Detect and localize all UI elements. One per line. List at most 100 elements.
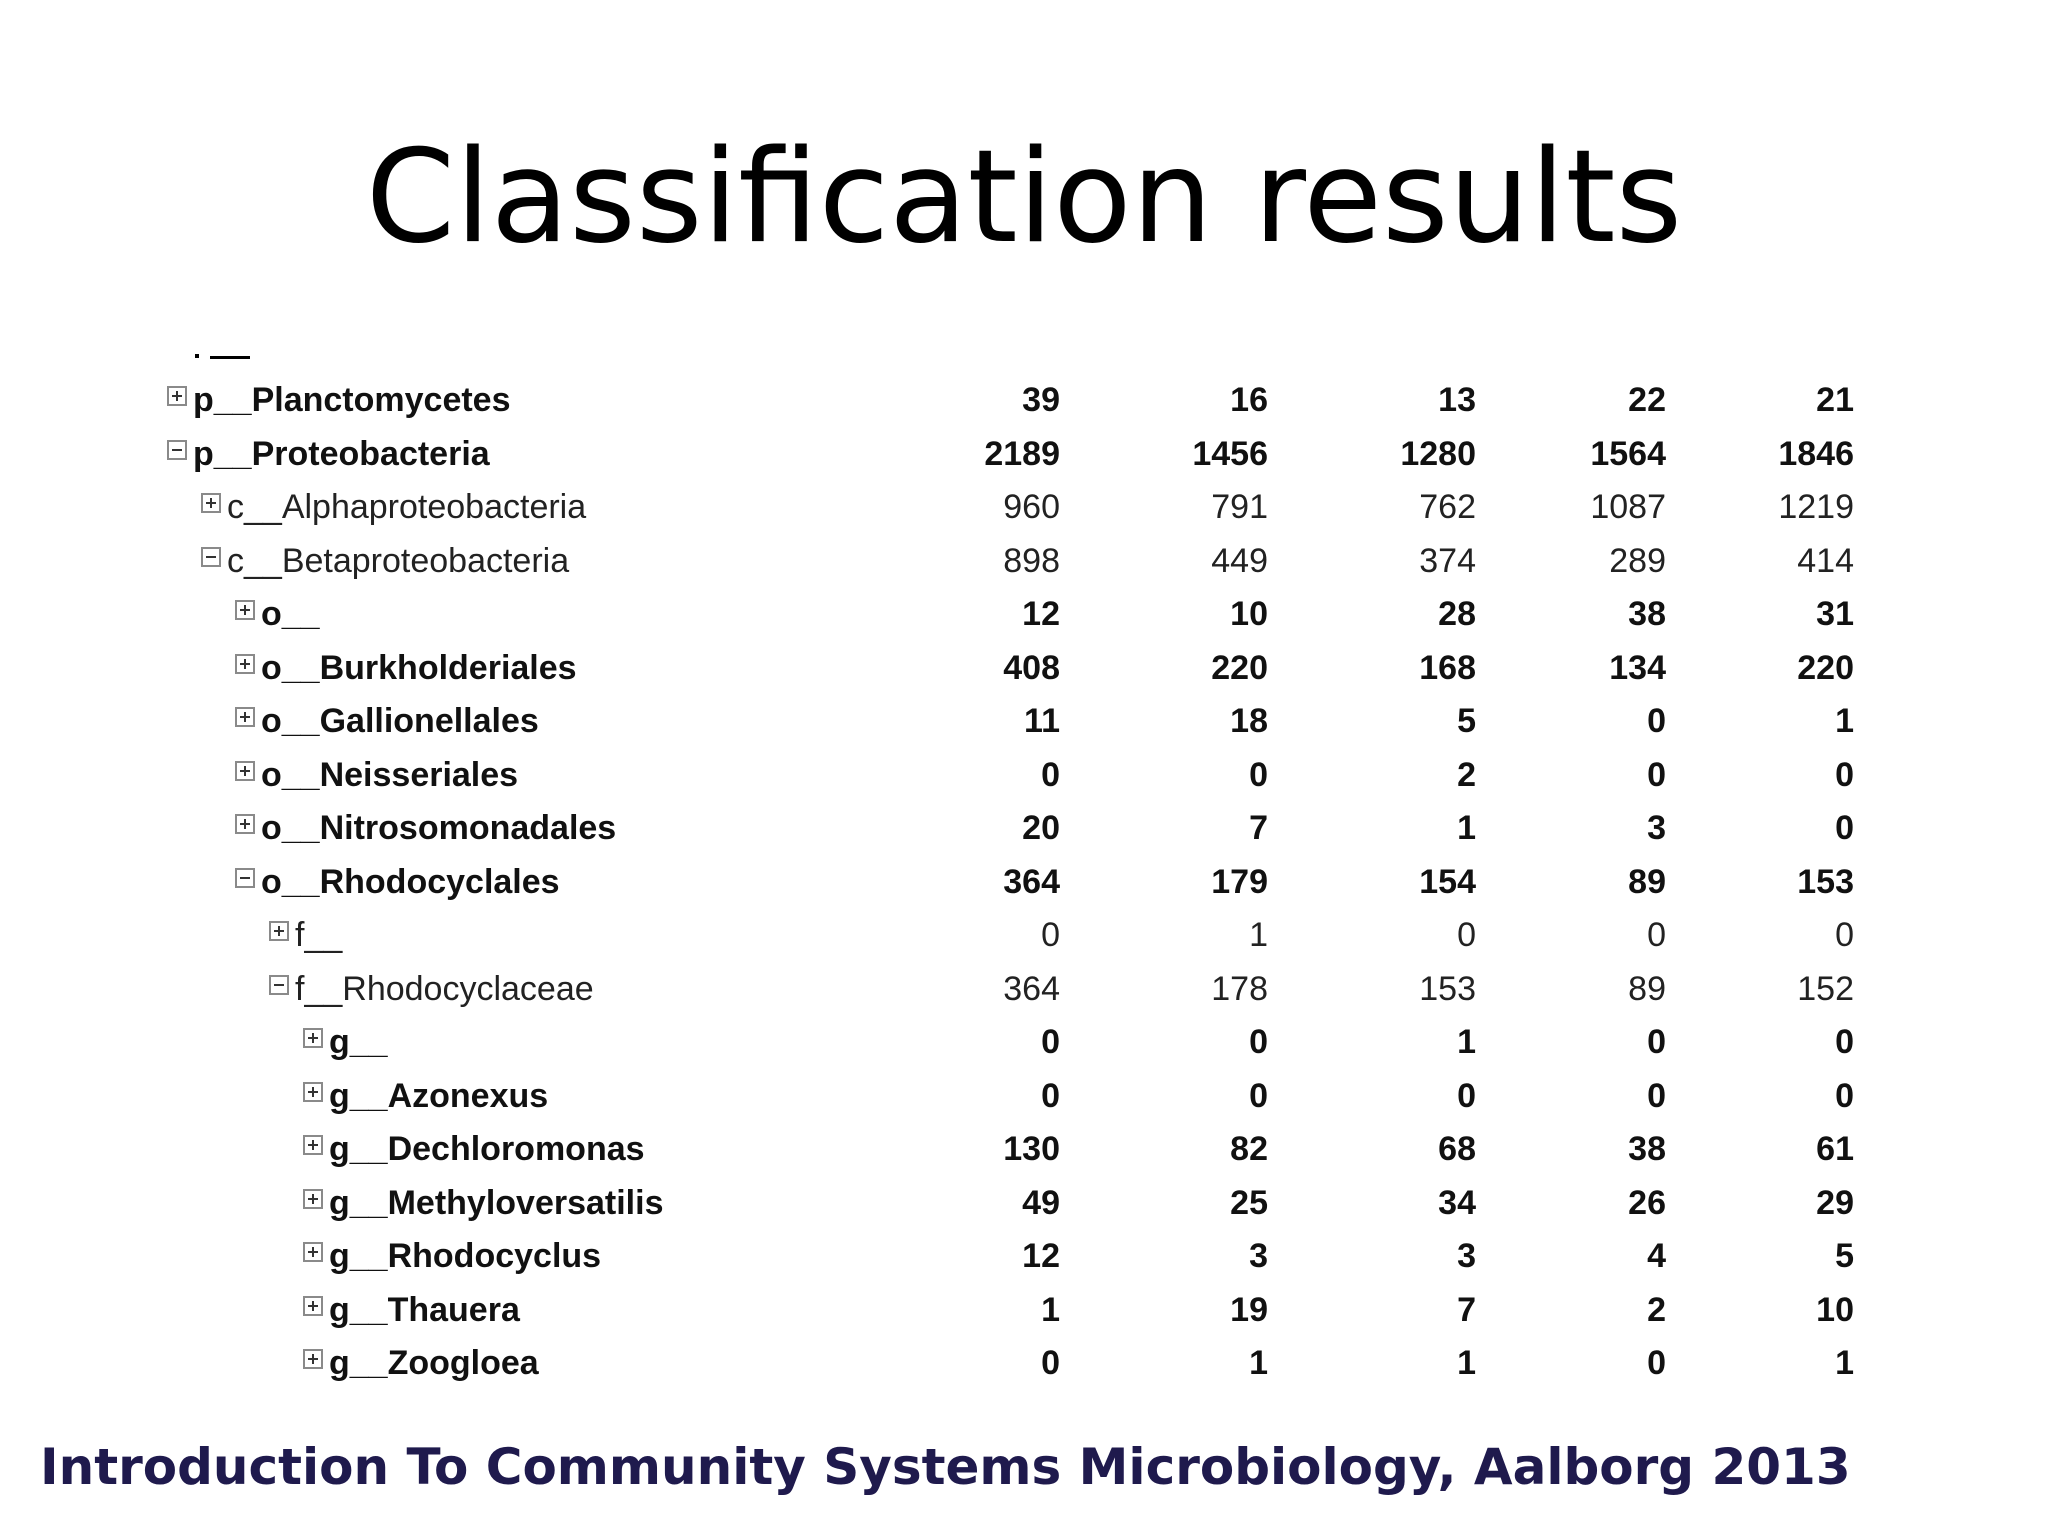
table-row: g__Thauera 1 19 7 2 10 <box>150 1284 1854 1336</box>
count-cell: 168 <box>1419 648 1476 687</box>
count-cell: 414 <box>1797 541 1854 580</box>
expand-icon[interactable] <box>235 760 255 781</box>
count-cell: 13 <box>1438 381 1476 419</box>
expand-icon[interactable] <box>235 707 255 727</box>
taxon-label: g__Rhodocyclus <box>329 1237 602 1275</box>
count-cell: 179 <box>1211 862 1268 901</box>
count-cell: 18 <box>1230 702 1268 740</box>
count-cell: 1 <box>1457 1023 1476 1061</box>
count-cell: 39 <box>1022 381 1060 419</box>
count-cell: 1087 <box>1590 488 1666 526</box>
table-row: g__Zoogloea 0 1 1 0 1 <box>150 1337 1854 1389</box>
count-cell: 220 <box>1797 648 1854 687</box>
count-cell: 2 <box>1457 755 1476 794</box>
count-cell: 0 <box>1647 702 1666 740</box>
taxon-label: g__ <box>329 1023 388 1061</box>
count-cell: 82 <box>1230 1130 1268 1168</box>
count-cell: 898 <box>1003 541 1060 580</box>
count-cell: 0 <box>1835 1076 1854 1115</box>
expand-icon[interactable] <box>201 493 221 513</box>
expand-icon[interactable] <box>235 653 255 674</box>
count-cell: 0 <box>1647 1344 1666 1382</box>
table-row: g__ 0 0 1 0 0 <box>150 1016 1854 1068</box>
count-cell: 2189 <box>984 434 1060 473</box>
taxon-label: p__Planctomycetes <box>193 381 511 419</box>
taxon-label: o__Nitrosomonadales <box>261 809 617 847</box>
table-row: f__ 0 1 0 0 0 <box>150 909 1854 961</box>
count-cell: 34 <box>1438 1183 1476 1222</box>
expand-icon[interactable] <box>303 1135 323 1155</box>
count-cell: 0 <box>1457 1076 1476 1115</box>
taxon-label: o__Neisseriales <box>261 755 519 794</box>
count-cell: 289 <box>1609 541 1666 580</box>
count-cell: 1 <box>1835 1344 1854 1382</box>
count-cell: 38 <box>1628 595 1666 633</box>
taxon-label: g__Methyloversatilis <box>329 1183 664 1222</box>
expand-icon[interactable] <box>235 600 255 620</box>
expand-icon[interactable] <box>303 1295 323 1316</box>
count-cell: 0 <box>1249 755 1268 794</box>
count-cell: 89 <box>1628 862 1666 901</box>
count-cell: 1 <box>1249 916 1268 954</box>
count-cell: 12 <box>1022 595 1060 633</box>
count-cell: 3 <box>1249 1237 1268 1275</box>
count-cell: 21 <box>1816 381 1854 419</box>
count-cell: 61 <box>1816 1130 1854 1168</box>
taxon-label: f__ <box>295 916 343 954</box>
count-cell: 762 <box>1419 488 1476 526</box>
expand-icon[interactable] <box>167 386 187 406</box>
count-cell: 1 <box>1835 702 1854 740</box>
expand-icon[interactable] <box>303 1242 323 1262</box>
taxon-label: g__Zoogloea <box>329 1344 539 1382</box>
expand-icon[interactable] <box>303 1349 323 1369</box>
count-cell: 153 <box>1419 969 1476 1008</box>
count-cell: 26 <box>1628 1183 1666 1222</box>
count-cell: 960 <box>1003 488 1060 526</box>
expand-icon[interactable] <box>303 1028 323 1048</box>
count-cell: 0 <box>1041 916 1060 954</box>
table-row: g__Azonexus 0 0 0 0 0 <box>150 1070 1854 1122</box>
slide-title: Classification results <box>365 123 1683 272</box>
count-cell: 364 <box>1003 862 1060 901</box>
table-row: o__Rhodocyclales 364 179 154 89 153 <box>150 856 1854 908</box>
expand-icon[interactable] <box>235 814 255 834</box>
table-row: g__Dechloromonas 130 82 68 38 61 <box>150 1123 1854 1175</box>
count-cell: 5 <box>1835 1237 1854 1275</box>
table-row: o__Nitrosomonadales 20 7 1 3 0 <box>150 802 1854 854</box>
count-cell: 153 <box>1797 862 1854 901</box>
taxon-label: o__ <box>261 595 320 633</box>
collapse-icon[interactable] <box>167 439 187 460</box>
collapse-icon[interactable] <box>269 974 289 995</box>
expand-icon[interactable] <box>269 921 289 941</box>
table-row: o__Neisseriales 0 0 2 0 0 <box>150 749 1854 801</box>
table-row: p__Planctomycetes 39 16 13 22 21 <box>150 374 1854 426</box>
cut-off-mark <box>195 354 199 358</box>
count-cell: 31 <box>1816 595 1854 633</box>
taxon-label: f__Rhodocyclaceae <box>295 969 594 1008</box>
count-cell: 1280 <box>1400 434 1476 473</box>
count-cell: 134 <box>1609 648 1666 687</box>
count-cell: 10 <box>1816 1290 1854 1329</box>
count-cell: 152 <box>1797 969 1854 1008</box>
count-cell: 28 <box>1438 595 1476 633</box>
expand-icon[interactable] <box>303 1188 323 1209</box>
count-cell: 0 <box>1835 755 1854 794</box>
count-cell: 16 <box>1230 381 1268 419</box>
slide-footer: Introduction To Community Systems Microb… <box>40 1438 1851 1496</box>
count-cell: 0 <box>1041 755 1060 794</box>
collapse-icon[interactable] <box>235 867 255 888</box>
count-cell: 5 <box>1457 702 1476 740</box>
count-cell: 0 <box>1041 1344 1060 1382</box>
count-cell: 7 <box>1249 809 1268 847</box>
count-cell: 0 <box>1041 1023 1060 1061</box>
count-cell: 0 <box>1249 1023 1268 1061</box>
taxon-label: g__Thauera <box>329 1290 520 1329</box>
count-cell: 10 <box>1230 595 1268 633</box>
count-cell: 89 <box>1628 969 1666 1008</box>
table-row: o__ 12 10 28 38 31 <box>150 588 1854 640</box>
count-cell: 374 <box>1419 541 1476 580</box>
collapse-icon[interactable] <box>201 546 221 567</box>
count-cell: 1219 <box>1778 488 1854 526</box>
count-cell: 408 <box>1003 648 1060 687</box>
expand-icon[interactable] <box>303 1081 323 1102</box>
